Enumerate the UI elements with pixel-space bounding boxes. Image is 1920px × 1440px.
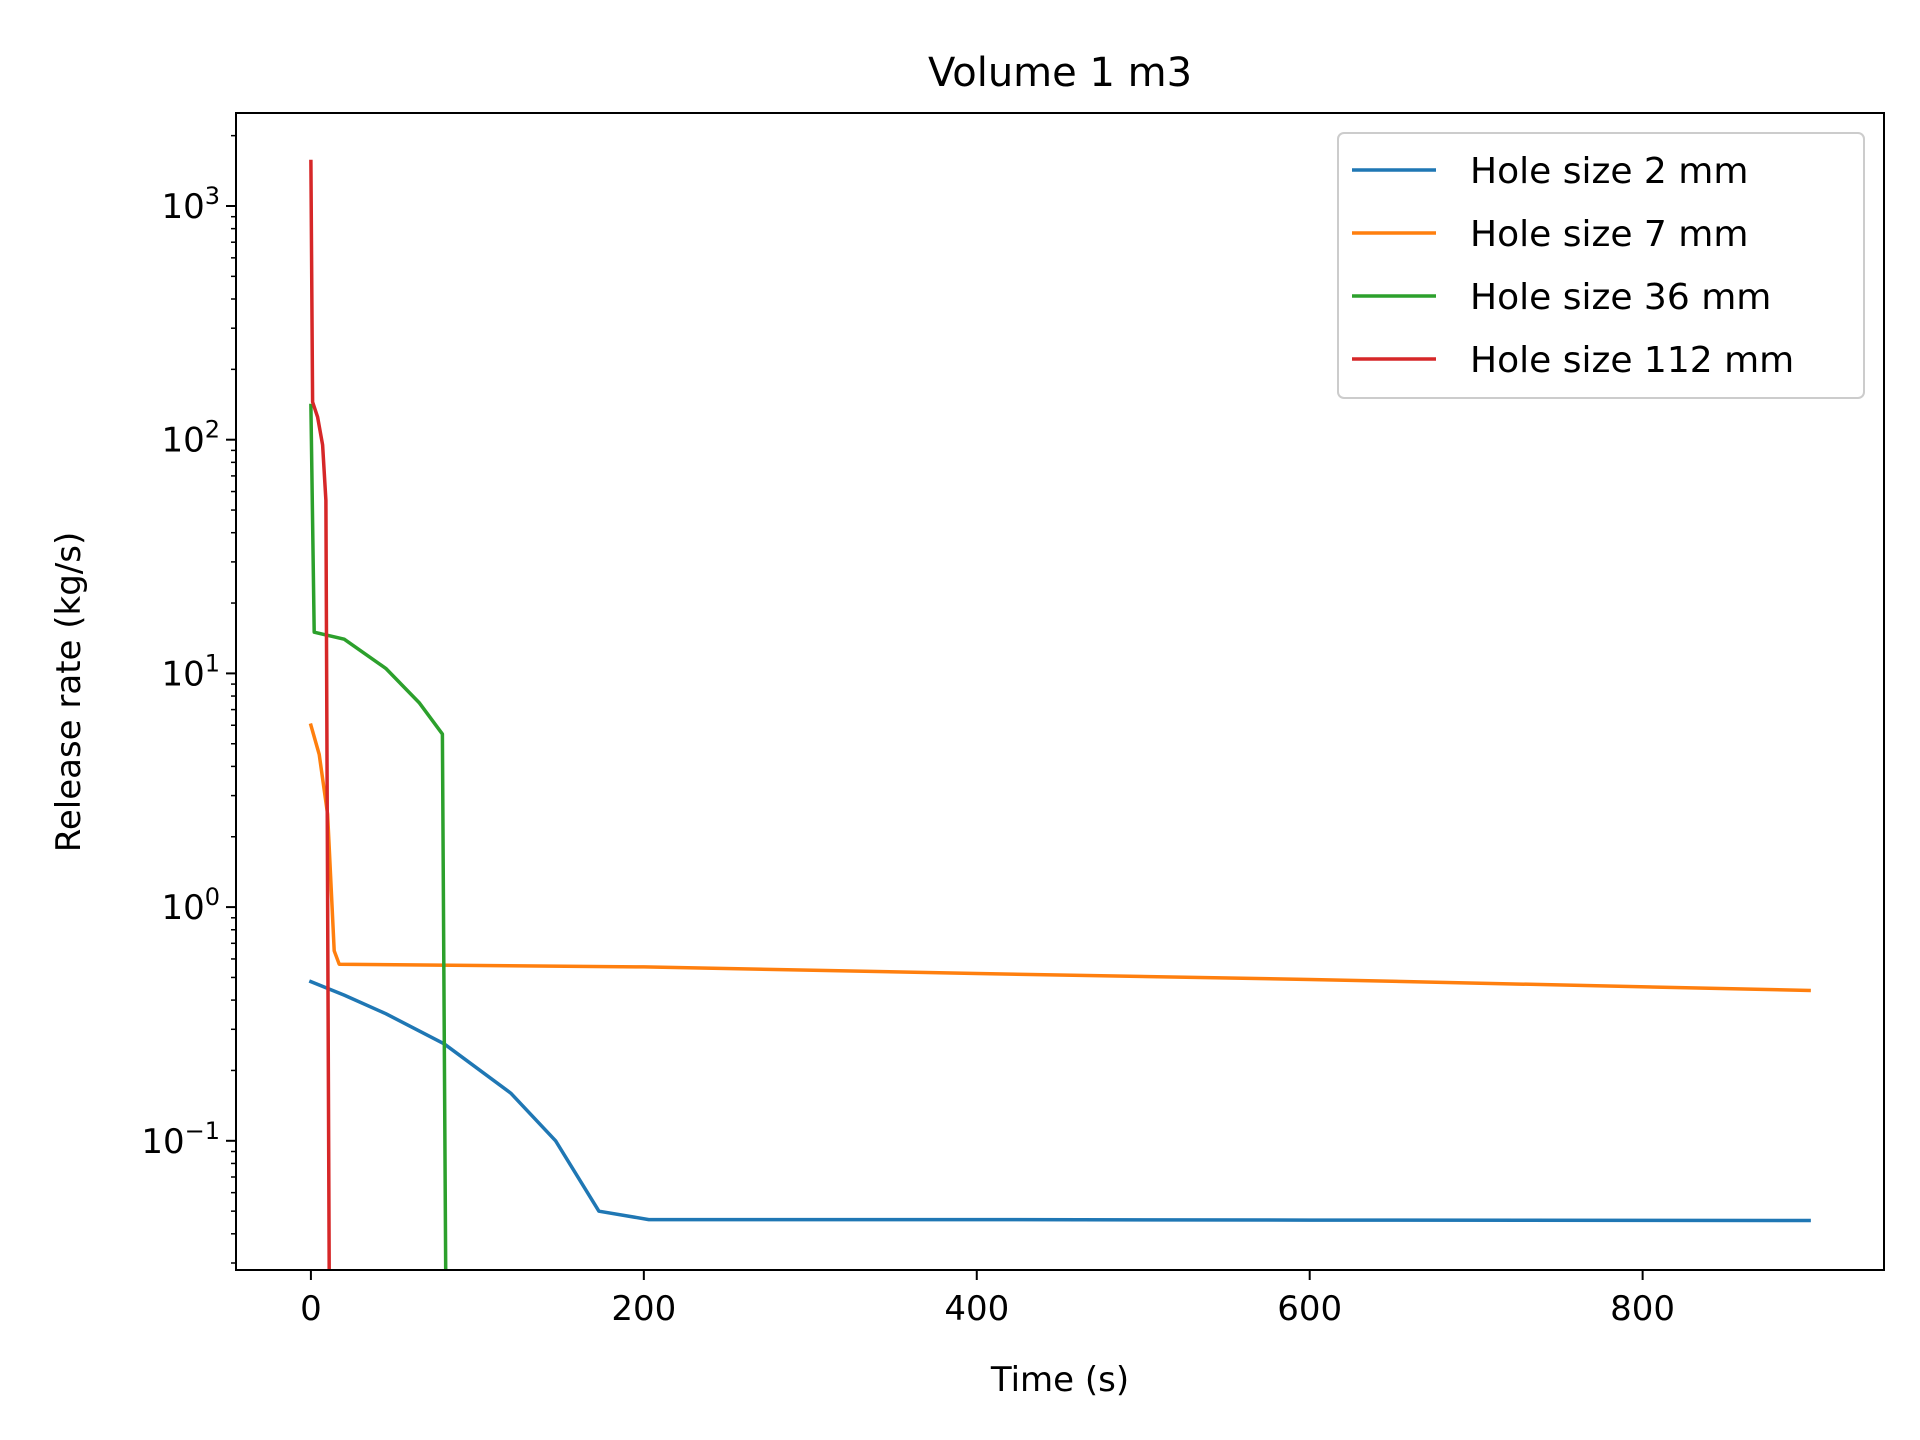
series-line-1 [308,979,1811,1223]
legend: Hole size 2 mm Hole size 7 mm Hole size 36… [1337,132,1865,399]
legend-label-3: Hole size 36 mm [1470,277,1771,318]
x-axis: 0 200 400 600 800 [300,1270,1675,1329]
legend-label-1: Hole size 2 mm [1470,151,1748,192]
x-tick-label-0: 0 [300,1289,322,1329]
series-line-4 [309,159,331,1270]
x-axis-title: Time (s) [990,1360,1129,1400]
chart-title: Volume 1 m3 [928,50,1192,96]
x-tick-label-1: 200 [611,1289,676,1329]
y-axis-title: Release rate (kg/s) [49,532,89,853]
plot-frame [235,112,1885,1271]
series-line-2 [308,723,1811,993]
x-tick-label-3: 600 [1277,1289,1342,1329]
x-tick-label-2: 400 [944,1289,1009,1329]
series-layer [308,159,1811,1270]
legend-label-4: Hole size 112 mm [1470,340,1794,381]
legend-box [1337,132,1865,399]
series-line-3 [309,403,448,1270]
x-tick-label-4: 800 [1610,1289,1675,1329]
legend-label-2: Hole size 7 mm [1470,214,1748,255]
